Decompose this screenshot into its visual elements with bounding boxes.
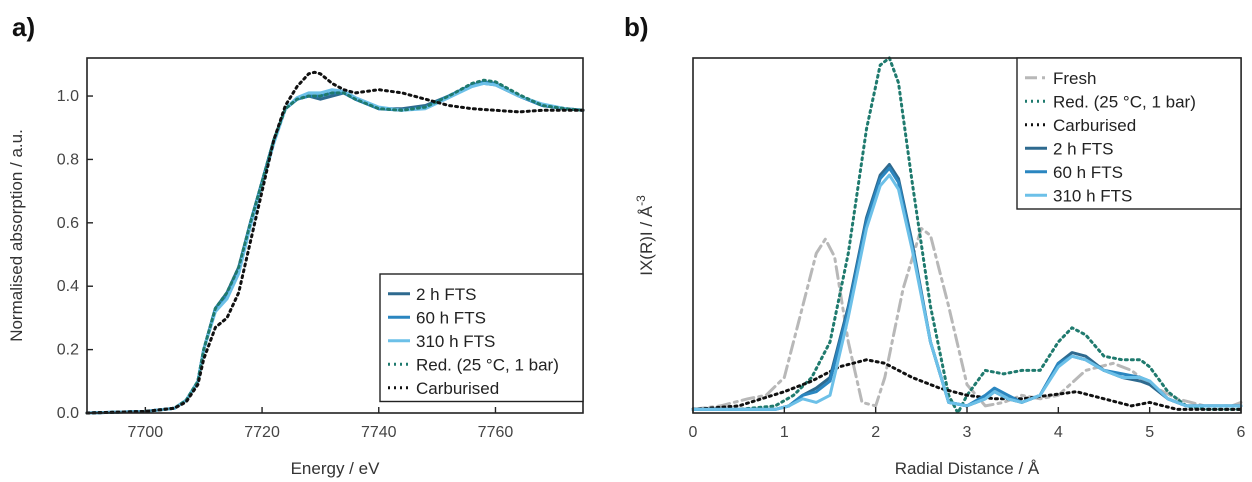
- panel-a-label: a): [12, 12, 35, 42]
- x-tick-label: 6: [1237, 424, 1246, 441]
- panel-a-chart: 7700 7720 7740 7760 0.0 0.2 0.4 0.6 0.8 1.0 Energy…: [7, 57, 585, 478]
- legend-label-fresh: Fresh: [1053, 69, 1096, 88]
- legend-label-60-h-fts: 60 h FTS: [416, 308, 486, 327]
- x-tick-label: 7740: [361, 424, 397, 441]
- x-tick-label: 1: [780, 424, 789, 441]
- legend-label-2-h-fts: 2 h FTS: [416, 285, 476, 304]
- series-line-red-25-c-1-bar: [85, 78, 585, 415]
- panel-b-label: b): [624, 12, 649, 42]
- y-axis-title-superscript: -3: [634, 195, 648, 206]
- legend-label-red-25-c-1-bar: Red. (25 °C, 1 bar): [1053, 92, 1196, 111]
- y-tick-label: 0.8: [57, 151, 79, 168]
- y-tick-label: 0.4: [57, 278, 79, 295]
- x-tick-label: 2: [871, 424, 880, 441]
- y-tick-label: 0.6: [57, 215, 79, 232]
- x-tick-label: 5: [1145, 424, 1154, 441]
- y-axis-title: Normalised absorption / a.u.: [7, 129, 26, 342]
- series-line-carburised: [85, 70, 585, 415]
- legend-label-310-h-fts: 310 h FTS: [1053, 186, 1132, 205]
- x-tick-label: 7700: [128, 424, 164, 441]
- x-tick-label: 7720: [244, 424, 280, 441]
- x-tick-label: 7760: [478, 424, 514, 441]
- x-tick-label: 4: [1054, 424, 1063, 441]
- x-tick-label: 3: [963, 424, 972, 441]
- legend-label-2-h-fts: 2 h FTS: [1053, 139, 1113, 158]
- x-tick-label: 0: [689, 424, 698, 441]
- y-tick-label: 1.0: [57, 88, 79, 105]
- panel-b-chart: 0 1 2 3 4 5 6 Radial Distance / Å IX(R)I / Å-3 Fr…: [634, 56, 1246, 478]
- legend-box: [379, 273, 584, 403]
- legend-label-carburised: Carburised: [1053, 116, 1136, 135]
- x-axis-title: Energy / eV: [291, 459, 380, 478]
- y-tick-label: 0.0: [57, 405, 79, 422]
- legend-label-60-h-fts: 60 h FTS: [1053, 163, 1123, 182]
- legend-label-310-h-fts: 310 h FTS: [416, 332, 495, 351]
- y-axis-title: IX(R)I / Å-3: [634, 195, 656, 276]
- legend-box: [1016, 57, 1242, 210]
- series-line-fresh: [691, 226, 1243, 411]
- y-tick-label: 0.2: [57, 342, 79, 359]
- plot-frame: [86, 57, 584, 414]
- legend-label-carburised: Carburised: [416, 379, 499, 398]
- legend-label-red-25-c-1-bar: Red. (25 °C, 1 bar): [416, 355, 559, 374]
- x-axis-title: Radial Distance / Å: [895, 459, 1040, 478]
- series-line-310-h-fts: [691, 173, 1243, 411]
- y-axis-title-text: IX(R)I / Å: [637, 205, 656, 276]
- y-axis-title-text: Normalised absorption / a.u.: [7, 129, 26, 342]
